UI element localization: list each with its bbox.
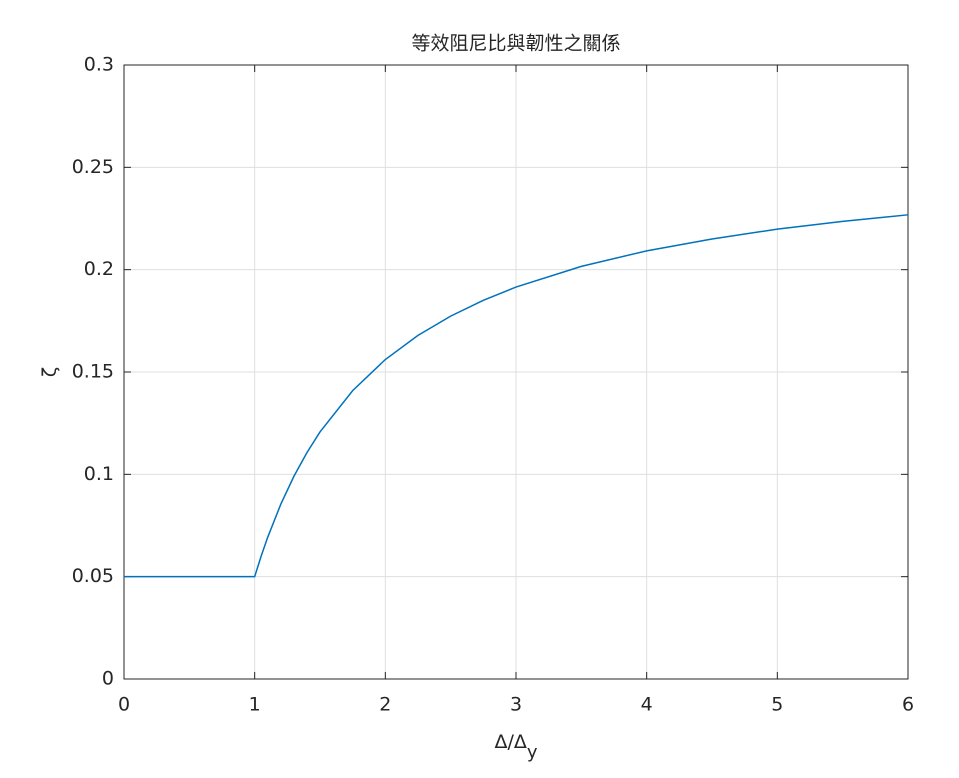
x-tick-label: 5 — [771, 694, 783, 716]
y-tick-label: 0 — [102, 668, 114, 690]
y-tick-label: 0.25 — [72, 156, 114, 178]
axes-box — [123, 64, 909, 680]
y-tick-label: 0.05 — [72, 565, 114, 587]
x-tick-label: 0 — [118, 694, 130, 716]
x-axis-label-main: Δ/Δ — [494, 731, 526, 753]
x-tick-label: 4 — [641, 694, 653, 716]
x-tick-label: 3 — [510, 694, 522, 716]
y-tick-label: 0.1 — [84, 463, 114, 485]
x-axis-label-subscript: y — [527, 742, 538, 763]
y-tick-label: 0.3 — [84, 54, 114, 76]
data-line — [124, 214, 909, 578]
y-axis-label: ζ — [39, 367, 61, 377]
x-axis-label: Δ/Δy — [494, 731, 537, 764]
x-tick-label: 1 — [249, 694, 261, 716]
y-tick-label: 0.2 — [84, 258, 114, 280]
y-tick-label: 0.15 — [72, 361, 114, 383]
x-tick-label: 6 — [902, 694, 914, 716]
x-tick-label: 2 — [379, 694, 391, 716]
chart-title: 等效阻尼比與韌性之關係 — [411, 33, 620, 55]
